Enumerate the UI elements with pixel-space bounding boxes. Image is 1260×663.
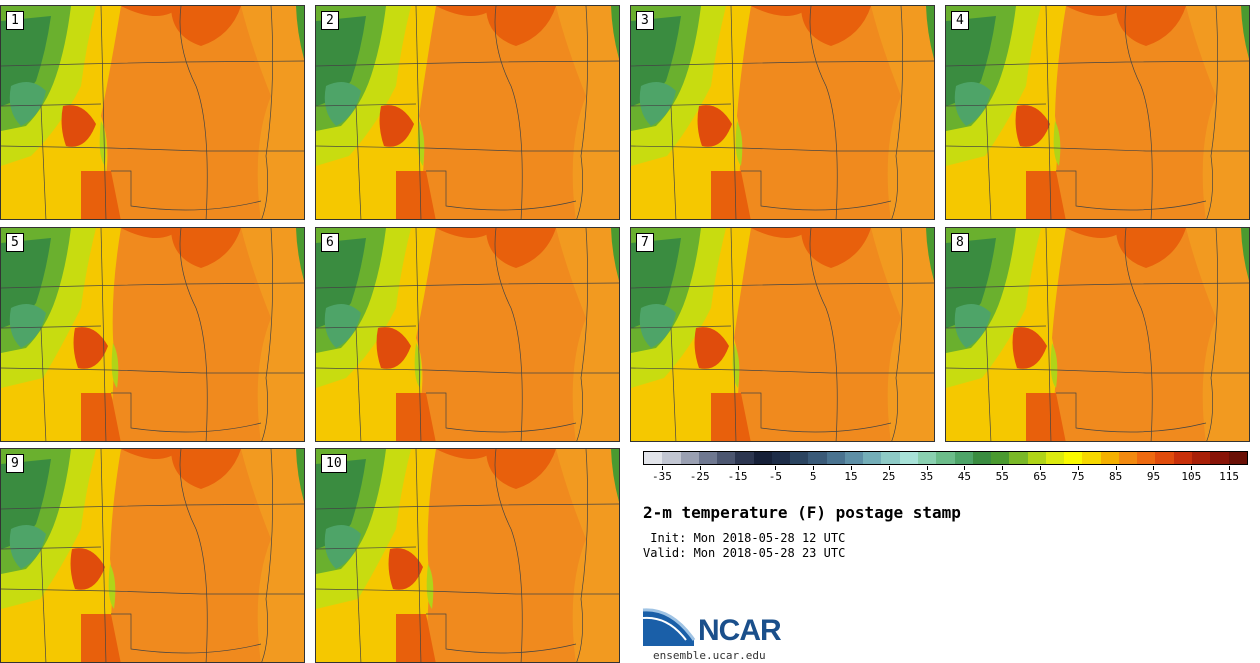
stamp-panel: 9: [0, 448, 305, 663]
tick-label: -35: [651, 470, 672, 483]
chart-title: 2-m temperature (F) postage stamp: [643, 503, 961, 522]
temperature-colorbar: [643, 451, 1248, 465]
tick-label: -5: [768, 470, 782, 483]
colorbar-swatch: [735, 452, 754, 464]
colorbar-swatch: [1210, 452, 1229, 464]
tick-mark: [850, 466, 852, 470]
colorbar-swatch: [991, 452, 1010, 464]
tick-label: 65: [1033, 470, 1047, 483]
tick-label: -15: [727, 470, 748, 483]
stamp-panel: 8: [945, 227, 1250, 442]
colorbar-swatch: [680, 452, 699, 464]
tick-label: 75: [1071, 470, 1085, 483]
panel-label: 4: [951, 11, 969, 30]
colorbar-swatch: [644, 452, 663, 464]
colorbar-swatch: [790, 452, 809, 464]
valid-time: Valid: Mon 2018-05-28 23 UTC: [643, 546, 846, 560]
colorbar-swatch: [917, 452, 937, 464]
tick-label: 95: [1146, 470, 1161, 483]
tick-label: 45: [957, 470, 972, 483]
colorbar-swatch: [863, 452, 882, 464]
stamp-panel: 5: [0, 227, 305, 442]
init-time: Init: Mon 2018-05-28 12 UTC: [643, 531, 846, 545]
panel-label: 5: [6, 233, 24, 252]
stamp-panel: 4: [945, 5, 1250, 220]
colorbar-swatch: [844, 452, 864, 464]
tick-label: 105: [1181, 470, 1202, 483]
colorbar-swatch: [1100, 452, 1119, 464]
panel-label: 10: [321, 454, 347, 473]
colorbar-swatch: [808, 452, 827, 464]
tick-label: 115: [1219, 470, 1240, 483]
colorbar-swatch: [1137, 452, 1156, 464]
colorbar-swatch: [1082, 452, 1101, 464]
stamp-panel: 1: [0, 5, 305, 220]
panel-label: 1: [6, 11, 24, 30]
ncar-logo-icon: [642, 608, 696, 646]
colorbar-swatch: [1173, 452, 1192, 464]
tick-mark: [737, 466, 739, 470]
colorbar-swatch: [899, 452, 918, 464]
tick-mark: [1077, 466, 1079, 470]
panel-label: 7: [636, 233, 654, 252]
tick-mark: [813, 466, 815, 470]
colorbar-swatch: [1027, 452, 1046, 464]
panel-label: 6: [321, 233, 339, 252]
colorbar-swatch: [936, 452, 955, 464]
colorbar-swatch: [881, 452, 900, 464]
tick-label: 15: [844, 470, 858, 483]
tick-mark: [1191, 466, 1193, 470]
colorbar-swatch: [771, 452, 791, 464]
stamp-panel: 7: [630, 227, 935, 442]
tick-mark: [775, 466, 777, 470]
colorbar-swatch: [662, 452, 681, 464]
colorbar-swatch: [1045, 452, 1065, 464]
tick-mark: [964, 466, 966, 470]
tick-mark: [661, 466, 663, 470]
colorbar-swatch: [972, 452, 992, 464]
colorbar-swatch: [1191, 452, 1211, 464]
tick-mark: [1153, 466, 1155, 470]
tick-mark: [1229, 466, 1231, 470]
colorbar-swatch: [698, 452, 718, 464]
tick-mark: [888, 466, 890, 470]
tick-mark: [1040, 466, 1042, 470]
stamp-panel: 2: [315, 5, 620, 220]
stamp-panel: 3: [630, 5, 935, 220]
tick-label: 25: [882, 470, 896, 483]
tick-label: 55: [995, 470, 1009, 483]
stamp-panel: 10: [315, 448, 620, 663]
panel-label: 2: [321, 11, 339, 30]
colorbar-swatch: [954, 452, 973, 464]
colorbar-swatch: [717, 452, 736, 464]
panel-label: 3: [636, 11, 654, 30]
tick-label: -25: [689, 470, 710, 483]
panel-label: 9: [6, 454, 24, 473]
tick-mark: [926, 466, 928, 470]
tick-mark: [1002, 466, 1004, 470]
colorbar-swatch: [1009, 452, 1028, 464]
tick-label: 5: [809, 470, 817, 483]
colorbar-swatch: [1228, 452, 1247, 464]
colorbar-swatch: [826, 452, 845, 464]
stamp-panel: 6: [315, 227, 620, 442]
colorbar-swatch: [1155, 452, 1174, 464]
tick-mark: [1115, 466, 1117, 470]
logo-url: ensemble.ucar.edu: [653, 649, 766, 662]
tick-label: 35: [919, 470, 934, 483]
panel-label: 8: [951, 233, 969, 252]
colorbar-swatch: [1064, 452, 1083, 464]
logo-text: NCAR: [698, 614, 782, 647]
colorbar-swatch: [1118, 452, 1138, 464]
tick-label: 85: [1109, 470, 1123, 483]
colorbar-swatch: [753, 452, 772, 464]
tick-mark: [699, 466, 701, 470]
colorbar-ticks: -35 -25 -15 -5 5 15 25 35 45 55 65 75 85 95 105 115: [643, 466, 1248, 486]
